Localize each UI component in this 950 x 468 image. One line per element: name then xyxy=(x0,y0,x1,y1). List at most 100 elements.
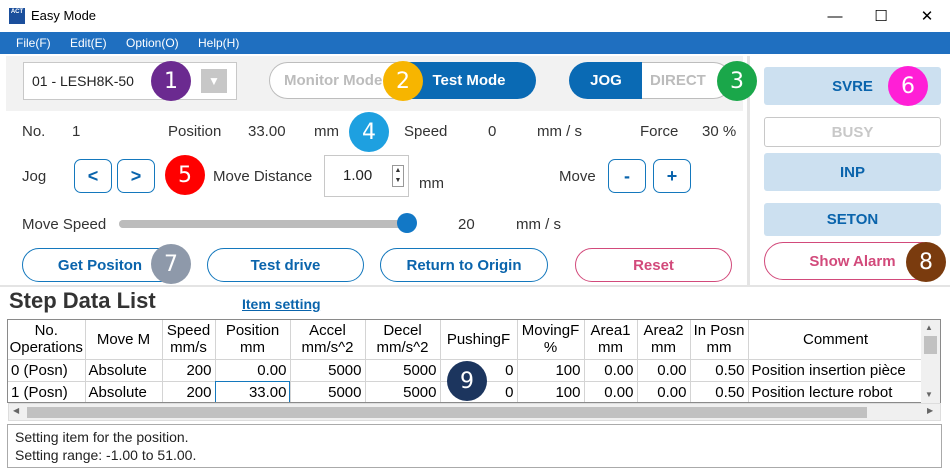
column-header-line-1: Area2 xyxy=(643,322,684,340)
horizontal-scrollbar[interactable]: ◀ ▶ xyxy=(8,403,941,421)
table-row[interactable]: 1 (Posn) Absolute 200 33.00 5000 5000 0 100 0.00… xyxy=(8,381,924,402)
column-header-line-2: mm xyxy=(240,339,265,357)
column-header[interactable]: Accel mm/s^2 xyxy=(290,320,366,360)
scroll-left-icon[interactable]: ◀ xyxy=(13,406,20,415)
move-minus-button[interactable]: - xyxy=(608,159,646,193)
direct-toggle[interactable]: DIRECT xyxy=(642,62,732,99)
badge-7: 7 xyxy=(151,244,191,284)
slider-thumb[interactable] xyxy=(397,213,418,233)
table-cell[interactable]: 100 xyxy=(517,381,585,402)
seton-indicator[interactable]: SETON xyxy=(764,203,941,236)
column-header[interactable]: Speed mm/s xyxy=(162,320,216,360)
table-cell[interactable]: 200 xyxy=(162,381,216,402)
column-header-line-1: Comment xyxy=(802,330,869,348)
spin-arrows-icon[interactable]: ▲ ▼ xyxy=(392,165,404,187)
jog-toggle[interactable]: JOG xyxy=(569,62,643,99)
move-speed-label: Move Speed xyxy=(22,216,107,233)
maximize-button[interactable]: ☐ xyxy=(874,8,888,25)
column-header[interactable]: Area2 mm xyxy=(637,320,691,360)
table-cell[interactable]: 5000 xyxy=(365,381,441,402)
column-header[interactable]: Move M xyxy=(85,320,163,360)
position-value: 33.00 xyxy=(248,123,286,140)
move-distance-input[interactable]: 1.00 ▲ ▼ xyxy=(324,155,409,197)
vertical-scrollbar[interactable]: ▲ ▼ xyxy=(921,320,940,403)
column-header[interactable]: Position mm xyxy=(215,320,291,360)
jog-right-button[interactable]: > xyxy=(117,159,155,193)
item-setting-link[interactable]: Item setting xyxy=(242,296,321,312)
table-row[interactable]: 0 (Posn) Absolute 200 0.00 5000 5000 0 100 0.00 0… xyxy=(8,359,924,382)
move-speed-slider[interactable] xyxy=(119,220,416,228)
move-label: Move xyxy=(559,168,596,185)
hscroll-thumb[interactable] xyxy=(27,407,867,418)
table-cell[interactable]: 33.00 xyxy=(215,381,291,402)
busy-indicator[interactable]: BUSY xyxy=(764,117,941,147)
slider-fill xyxy=(119,220,408,228)
badge-1: 1 xyxy=(151,61,191,101)
menu-option[interactable]: Option(O) xyxy=(126,36,179,50)
table-cell[interactable]: 5000 xyxy=(290,359,366,382)
table-cell[interactable]: 0.00 xyxy=(637,381,691,402)
test-mode-toggle[interactable]: Test Mode xyxy=(402,62,536,99)
menu-edit[interactable]: Edit(E) xyxy=(70,36,107,50)
move-distance-label: Move Distance xyxy=(213,168,313,185)
scroll-down-icon[interactable]: ▼ xyxy=(925,390,933,399)
menu-file[interactable]: File(F) xyxy=(16,36,51,50)
column-header[interactable]: Comment xyxy=(748,320,924,360)
table-cell[interactable]: 5000 xyxy=(290,381,366,402)
table-cell[interactable]: Absolute xyxy=(85,359,163,382)
test-drive-button[interactable]: Test drive xyxy=(207,248,364,282)
column-header-line-2: % xyxy=(543,339,558,357)
table-cell[interactable]: 0.00 xyxy=(584,381,638,402)
column-header-line-1: MovingF xyxy=(521,322,580,340)
force-label: Force xyxy=(640,123,679,140)
table-cell[interactable]: 0 (Posn) xyxy=(8,359,86,382)
column-header[interactable]: In Posn mm xyxy=(690,320,749,360)
table-cell[interactable]: 5000 xyxy=(365,359,441,382)
inp-indicator[interactable]: INP xyxy=(764,153,941,191)
speed-unit: mm / s xyxy=(537,123,582,140)
app-icon: ACT xyxy=(9,8,25,24)
column-header[interactable]: Area1 mm xyxy=(584,320,638,360)
move-plus-button[interactable]: + xyxy=(653,159,691,193)
scroll-thumb[interactable] xyxy=(924,336,937,354)
scroll-up-icon[interactable]: ▲ xyxy=(925,323,933,332)
menu-help[interactable]: Help(H) xyxy=(198,36,240,50)
message-area: Setting item for the position. Setting r… xyxy=(7,424,942,468)
badge-4: 4 xyxy=(349,112,389,152)
table-cell[interactable]: 0.50 xyxy=(690,381,749,402)
message-line-1: Setting item for the position. xyxy=(15,429,189,445)
force-value: 30 % xyxy=(702,123,737,140)
column-header[interactable]: No. Operations xyxy=(8,320,86,360)
message-line-2: Setting range: -1.00 to 51.00. xyxy=(15,447,197,463)
table-cell[interactable]: 0.00 xyxy=(637,359,691,382)
table-cell[interactable]: 100 xyxy=(517,359,585,382)
table-cell[interactable]: 1 (Posn) xyxy=(8,381,86,402)
chevron-down-icon[interactable]: ▼ xyxy=(201,69,227,93)
column-header-line-1: PushingF xyxy=(446,330,511,348)
move-distance-unit: mm xyxy=(419,175,444,192)
menu-bar: File(F) Edit(E) Option(O) Help(H) xyxy=(0,32,950,54)
table-cell[interactable]: Absolute xyxy=(85,381,163,402)
table-cell[interactable]: 0.00 xyxy=(215,359,291,382)
column-header[interactable]: PushingF xyxy=(440,320,518,360)
controller-select[interactable]: 01 - LESH8K-50 ▼ xyxy=(23,62,237,100)
reset-button[interactable]: Reset xyxy=(575,248,732,282)
jog-left-button[interactable]: < xyxy=(74,159,112,193)
column-header-line-1: Decel xyxy=(383,322,422,340)
table-cell[interactable]: 0.50 xyxy=(690,359,749,382)
scroll-right-icon[interactable]: ▶ xyxy=(927,406,934,415)
column-header-line-2: mm xyxy=(598,339,623,357)
return-origin-button[interactable]: Return to Origin xyxy=(380,248,548,282)
column-header[interactable]: Decel mm/s^2 xyxy=(365,320,441,360)
move-speed-unit: mm / s xyxy=(516,216,561,233)
column-header-line-2: mm/s xyxy=(170,339,207,357)
table-cell[interactable]: 200 xyxy=(162,359,216,382)
table-cell[interactable]: 0.00 xyxy=(584,359,638,382)
column-header-line-1: Area1 xyxy=(590,322,631,340)
minimize-button[interactable]: — xyxy=(827,7,843,25)
table-cell[interactable]: Position lecture robot xyxy=(748,381,924,402)
no-value: 1 xyxy=(72,123,81,140)
column-header[interactable]: MovingF% xyxy=(517,320,585,360)
table-cell[interactable]: Position insertion pièce xyxy=(748,359,924,382)
close-button[interactable]: ✕ xyxy=(920,8,934,25)
